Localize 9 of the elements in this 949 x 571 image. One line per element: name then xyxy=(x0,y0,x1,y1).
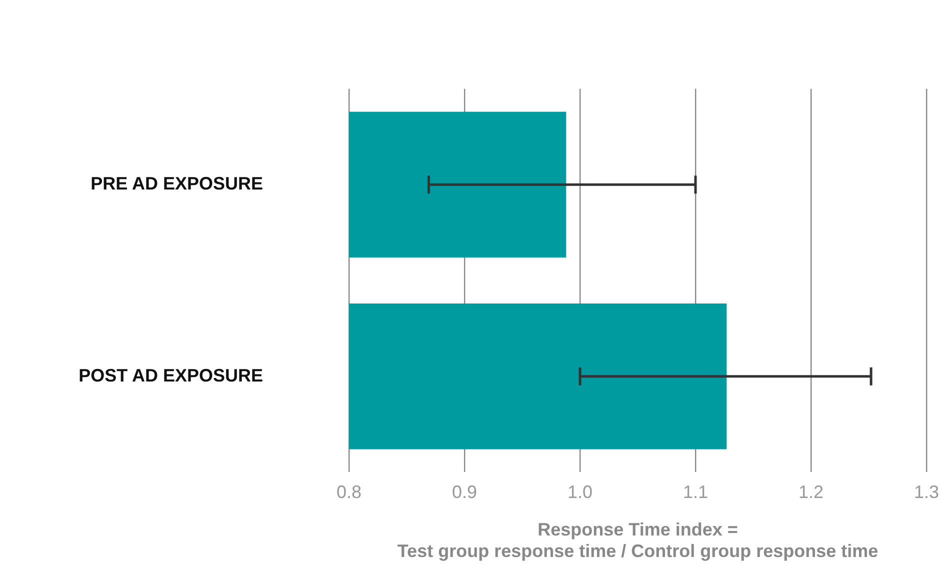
x-tick-label: 0.9 xyxy=(452,482,478,502)
x-tick-label: 1.2 xyxy=(798,482,824,502)
x-tick-label: 1.1 xyxy=(682,482,708,502)
y-tick-label: POST AD EXPOSURE xyxy=(78,365,264,386)
y-tick-label: PRE AD EXPOSURE xyxy=(90,174,264,194)
x-axis-title: Response Time index = Test group response time / Control group response time xyxy=(397,520,878,562)
x-tick-label: 1.3 xyxy=(914,482,940,502)
x-tick-label: 0.8 xyxy=(336,482,362,502)
x-tick-label: 1.0 xyxy=(568,482,593,502)
